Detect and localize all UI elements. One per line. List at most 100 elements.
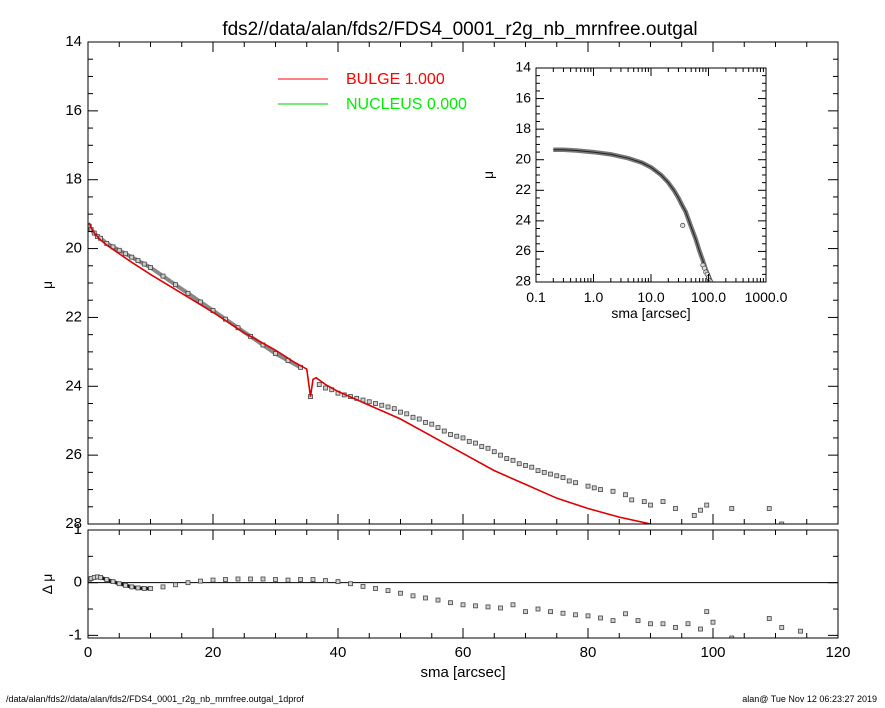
observed-point <box>673 506 678 511</box>
inset-y-tick-label: 16 <box>515 89 531 105</box>
inset-x-tick-label: 1000.0 <box>745 289 788 305</box>
observed-point <box>391 406 397 412</box>
bulge-model-line <box>88 222 655 524</box>
observed-point <box>473 440 478 446</box>
residual-x-tick-label: 100 <box>700 644 725 661</box>
inset-x-tick-label: 0.1 <box>526 289 546 305</box>
residual-point <box>523 609 528 615</box>
inset-y-tick-label: 20 <box>515 150 531 166</box>
observed-point <box>729 506 735 511</box>
residual-point <box>273 577 278 582</box>
observed-point <box>273 351 278 356</box>
main-y-axis-label: μ <box>39 281 55 289</box>
inset-y-tick-label: 22 <box>515 181 531 197</box>
observed-point <box>698 507 703 513</box>
footer-user-timestamp: alan@ Tue Nov 12 06:23:27 2019 <box>742 694 877 704</box>
observed-point <box>704 502 710 508</box>
residual-point <box>510 602 516 608</box>
observed-point <box>373 401 378 406</box>
observed-point <box>454 433 460 439</box>
residual-point <box>223 577 228 582</box>
residual-point <box>160 584 166 590</box>
residual-x-tick-label: 120 <box>825 644 850 661</box>
residual-x-tick-label: 60 <box>455 644 472 661</box>
main-y-tick-label: 14 <box>65 33 82 50</box>
observed-point <box>591 485 597 491</box>
residual-point <box>410 593 416 599</box>
residual-point <box>141 586 147 591</box>
residual-point <box>498 605 503 611</box>
residual-point <box>148 586 153 591</box>
main-y-tick-label: 16 <box>65 102 82 119</box>
main-panel: 14 16 18 20 22 24 26 28 μ BULGE 1.000 NUCLEUS 0… <box>39 33 839 532</box>
inset-y-tick-label: 24 <box>515 212 531 228</box>
inset-profile-line <box>553 149 712 282</box>
residual-x-tick-label: 20 <box>205 644 222 661</box>
residual-point <box>235 576 241 582</box>
residual-point <box>248 576 253 582</box>
main-y-tick-label: 28 <box>65 515 82 532</box>
observed-point <box>548 471 553 477</box>
residual-y-tick-label: 0 <box>74 574 82 591</box>
observed-point <box>529 464 535 470</box>
observed-point <box>541 469 547 475</box>
residual-x-axis-label: sma [arcsec] <box>420 664 505 681</box>
residual-point <box>473 603 478 609</box>
residual-panel: 10-10 20 40 60 80 100 120 sma [arcsec] Δ μ <box>39 521 851 681</box>
footer-path: /data/alan/fds2//data/alan/fds2/FDS4_000… <box>6 694 304 704</box>
residual-point <box>423 595 428 601</box>
legend: BULGE 1.000 NUCLEUS 0.000 <box>278 71 467 113</box>
observed-point <box>479 444 485 449</box>
residual-point <box>104 577 110 582</box>
main-y-tick-label: 26 <box>65 446 82 463</box>
residual-point <box>198 578 203 584</box>
residual-point <box>798 628 803 634</box>
observed-point <box>766 506 772 511</box>
observed-point <box>385 404 391 410</box>
residual-x-tick-label: 0 <box>84 644 92 661</box>
observed-point <box>629 497 635 503</box>
inset-y-tick-label: 26 <box>515 242 531 258</box>
residual-point <box>704 609 710 615</box>
observed-point <box>423 420 428 425</box>
observed-point <box>641 499 647 505</box>
observed-point <box>129 254 135 260</box>
residual-point <box>210 577 216 583</box>
residual-point <box>135 585 141 591</box>
observed-point <box>573 480 578 486</box>
observed-point <box>585 483 591 489</box>
residual-point <box>123 582 128 588</box>
residual-point <box>323 578 328 583</box>
residual-point <box>598 615 603 621</box>
legend-bulge-label: BULGE 1.000 <box>346 71 445 88</box>
residual-point <box>385 588 391 593</box>
residual-point <box>698 626 703 632</box>
observed-point <box>510 457 516 463</box>
residual-point <box>335 579 341 585</box>
residual-point <box>623 611 628 617</box>
legend-nucleus-label: NUCLEUS 0.000 <box>346 96 467 113</box>
residual-point <box>185 580 191 586</box>
observed-point <box>398 409 403 415</box>
observed-point <box>504 456 510 461</box>
residual-point <box>285 577 291 583</box>
residual-point <box>173 582 178 588</box>
residual-point <box>635 618 641 624</box>
residual-point <box>116 581 122 587</box>
residual-point <box>548 609 553 615</box>
inset-y-tick-label: 28 <box>515 273 531 289</box>
observed-point <box>648 502 653 508</box>
residual-plot-frame <box>87 529 839 639</box>
inset-y-tick-label: 18 <box>515 120 531 136</box>
observed-point <box>441 428 447 434</box>
main-y-tick-label: 18 <box>65 171 82 188</box>
residual-point <box>535 606 541 612</box>
observed-point <box>660 499 666 505</box>
residual-point <box>648 621 653 627</box>
residual-point <box>298 577 303 582</box>
residual-point <box>485 604 491 610</box>
residual-x-tick-label: 40 <box>330 644 347 661</box>
observed-point <box>498 452 503 458</box>
observed-point <box>491 449 497 455</box>
residual-point <box>110 579 116 585</box>
